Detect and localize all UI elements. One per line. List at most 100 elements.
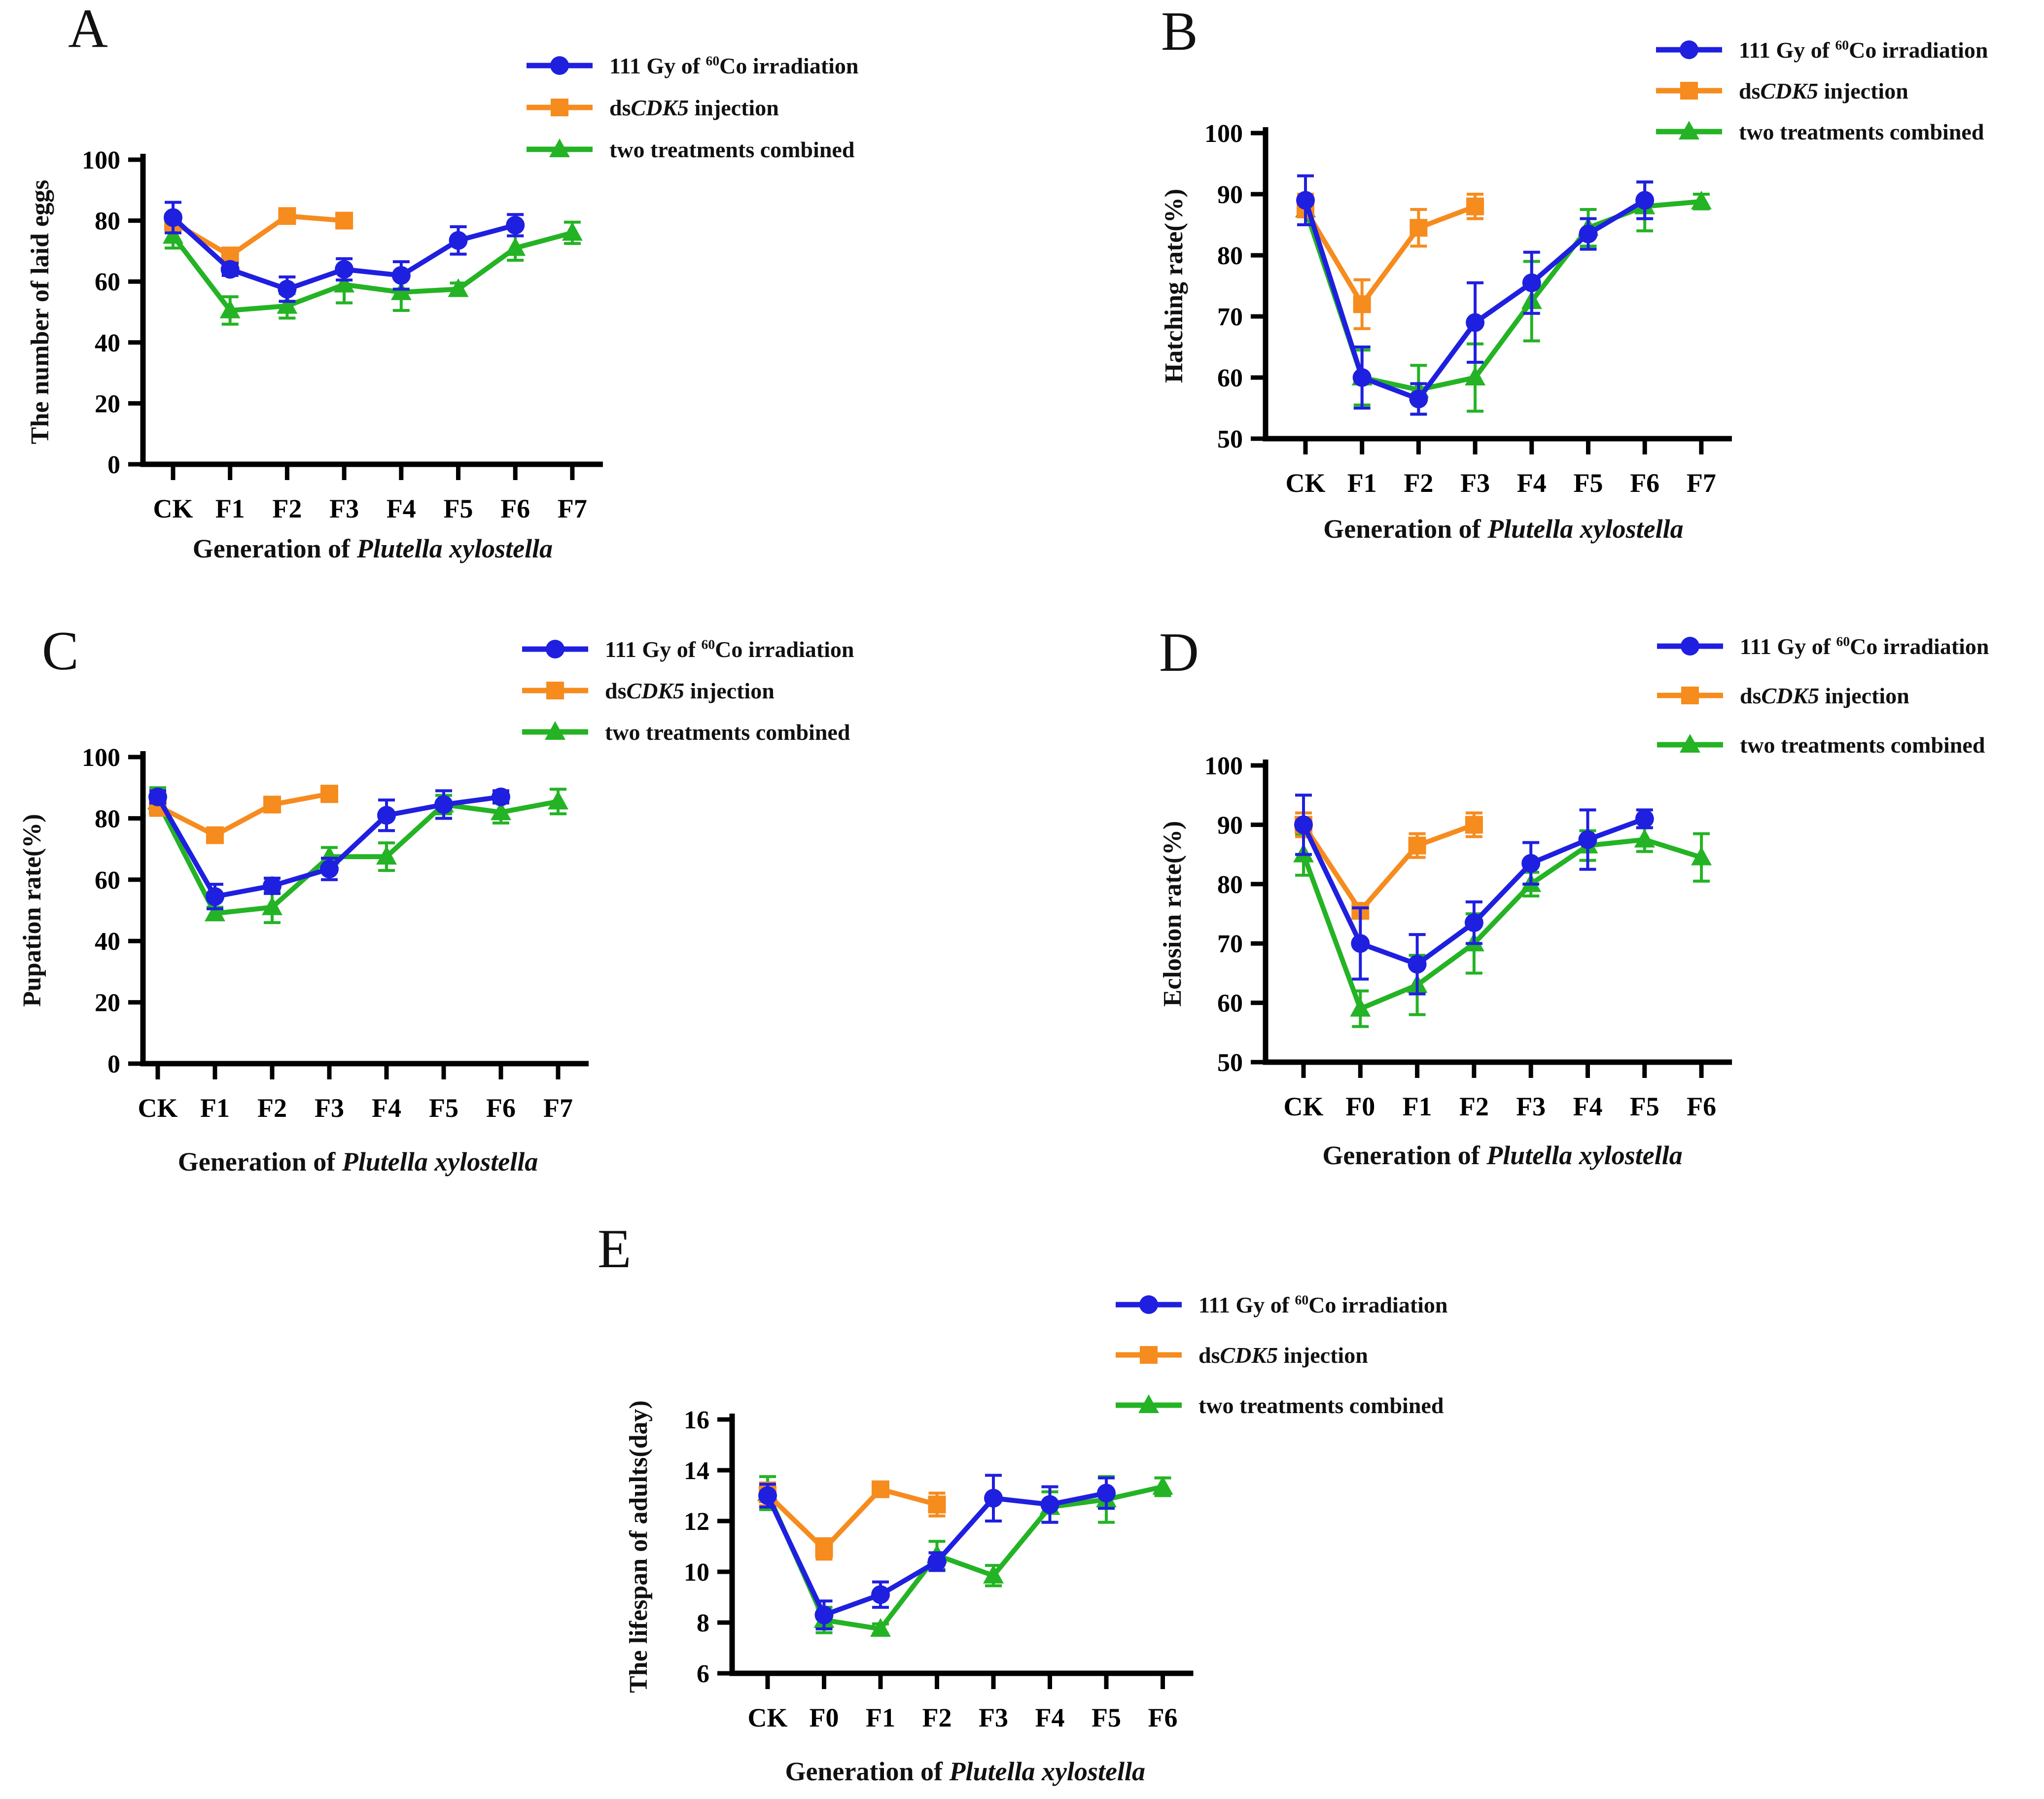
legend-triangle-icon bbox=[1656, 121, 1722, 139]
svg-text:50: 50 bbox=[1217, 425, 1243, 453]
svg-text:F5: F5 bbox=[1574, 468, 1603, 498]
legend-circle-icon bbox=[1657, 637, 1723, 656]
panel-b-label: B bbox=[1161, 1, 1198, 62]
legend-label: dsCDK5 injection bbox=[609, 95, 779, 120]
legend-label: two treatments combined bbox=[1198, 1392, 1444, 1418]
series-111-gy-of-60co-irradiation bbox=[148, 787, 510, 910]
legend-label: two treatments combined bbox=[1740, 732, 1985, 758]
legend-square-icon bbox=[527, 99, 593, 116]
svg-text:F2: F2 bbox=[257, 1093, 287, 1123]
svg-text:F3: F3 bbox=[329, 494, 359, 523]
panel-e-plot: 6 8 10 12 14 16 CK F0 F1 F2 F3 F4 F5 F6 bbox=[684, 1406, 1194, 1732]
svg-text:60: 60 bbox=[1217, 364, 1243, 392]
legend-entry-dscdk5-injection: dsCDK5 injection bbox=[1652, 78, 1988, 104]
svg-text:F3: F3 bbox=[1516, 1092, 1546, 1121]
axes: 0 20 40 60 80 100 CK F1 F2 F3 F4 F5 F6 F7 bbox=[82, 744, 589, 1123]
legend-square-icon bbox=[1116, 1346, 1182, 1364]
legend-entry-111-gy-of-60co-irradiation: 111 Gy of 60Co irradiation bbox=[518, 637, 854, 662]
svg-text:F1: F1 bbox=[1403, 1092, 1432, 1121]
legend-triangle-icon bbox=[1116, 1394, 1182, 1413]
svg-text:50: 50 bbox=[1217, 1049, 1243, 1077]
legend-circle-icon bbox=[527, 56, 593, 75]
svg-text:F3: F3 bbox=[979, 1703, 1008, 1732]
svg-text:20: 20 bbox=[95, 989, 120, 1017]
series-dscdk5-injection bbox=[759, 1480, 946, 1561]
svg-text:20: 20 bbox=[95, 390, 120, 418]
panel-a-plot: 0 20 40 60 80 100 CK F1 F2 F3 F4 F5 F6 F7 bbox=[82, 146, 603, 523]
panel-e-y-axis-title: The lifespan of adults(day) bbox=[625, 1400, 653, 1693]
panel-a: A 111 Gy of 60Co irradiation dsCDK5 injec… bbox=[0, 0, 1022, 606]
svg-text:CK: CK bbox=[153, 494, 193, 523]
svg-text:100: 100 bbox=[1204, 120, 1243, 148]
svg-text:F1: F1 bbox=[866, 1703, 895, 1732]
legend-entry-dscdk5-injection: dsCDK5 injection bbox=[1112, 1343, 1448, 1368]
legend-entry-two-treatments-combined: two treatments combined bbox=[1112, 1393, 1448, 1418]
svg-text:100: 100 bbox=[1204, 752, 1243, 780]
legend-entry-111-gy-of-60co-irradiation: 111 Gy of 60Co irradiation bbox=[523, 53, 859, 78]
legend-entry-dscdk5-injection: dsCDK5 injection bbox=[1653, 683, 1989, 708]
axes: 6 8 10 12 14 16 CK F0 F1 F2 F3 F4 F5 F6 bbox=[684, 1406, 1194, 1732]
svg-text:CK: CK bbox=[1284, 1092, 1324, 1121]
axes: 50 60 70 80 90 100 CK F1 F2 F3 F4 F5 F6 F7 bbox=[1204, 120, 1732, 498]
panel-c-legend: 111 Gy of 60Co irradiation dsCDK5 injecti… bbox=[518, 637, 854, 745]
svg-text:14: 14 bbox=[684, 1457, 709, 1485]
panel-b-legend: 111 Gy of 60Co irradiation dsCDK5 injecti… bbox=[1652, 37, 1988, 144]
panel-d-label: D bbox=[1159, 622, 1199, 683]
panel-d-plot: 50 60 70 80 90 100 CK F0 F1 F2 F3 F4 F5 F6 bbox=[1204, 752, 1732, 1121]
legend-circle-icon bbox=[1656, 40, 1722, 59]
legend-square-icon bbox=[1657, 687, 1723, 704]
axes: 0 20 40 60 80 100 CK F1 F2 F3 F4 F5 F6 F7 bbox=[82, 146, 603, 523]
legend-entry-111-gy-of-60co-irradiation: 111 Gy of 60Co irradiation bbox=[1653, 634, 1989, 659]
panel-e-label: E bbox=[598, 1218, 632, 1280]
svg-text:100: 100 bbox=[82, 744, 120, 772]
svg-text:F5: F5 bbox=[1630, 1092, 1659, 1121]
svg-text:70: 70 bbox=[1217, 303, 1243, 331]
panel-e-x-axis-title: Generation of Plutella xylostella bbox=[785, 1757, 1145, 1786]
panel-a-x-axis-title: Generation of Plutella xylostella bbox=[192, 534, 553, 563]
legend-label: two treatments combined bbox=[609, 137, 855, 162]
svg-text:80: 80 bbox=[1217, 242, 1243, 270]
panel-d-x-axis-title: Generation of Plutella xylostella bbox=[1322, 1141, 1683, 1170]
legend-circle-icon bbox=[1116, 1295, 1182, 1314]
svg-text:F4: F4 bbox=[1573, 1092, 1603, 1121]
panel-c-y-axis-title: Pupation rate(%) bbox=[18, 814, 46, 1007]
legend-entry-two-treatments-combined: two treatments combined bbox=[523, 137, 859, 162]
svg-text:60: 60 bbox=[1217, 990, 1243, 1018]
legend-square-icon bbox=[522, 682, 588, 699]
svg-text:40: 40 bbox=[95, 329, 120, 357]
svg-text:F7: F7 bbox=[1687, 468, 1716, 498]
panel-b-y-axis-title: Hatching rate(%) bbox=[1160, 188, 1188, 383]
panel-c-x-axis-title: Generation of Plutella xylostella bbox=[177, 1147, 538, 1176]
legend-square-icon bbox=[1656, 82, 1722, 100]
svg-text:F2: F2 bbox=[1404, 468, 1433, 498]
series-two-treatments-combined bbox=[1293, 826, 1712, 1028]
legend-entry-two-treatments-combined: two treatments combined bbox=[1652, 119, 1988, 144]
svg-text:F2: F2 bbox=[922, 1703, 952, 1732]
legend-triangle-icon bbox=[1657, 734, 1723, 753]
legend-entry-two-treatments-combined: two treatments combined bbox=[518, 720, 854, 745]
svg-text:F6: F6 bbox=[1630, 468, 1659, 498]
panel-c-plot: 0 20 40 60 80 100 CK F1 F2 F3 F4 F5 F6 F7 bbox=[82, 744, 589, 1123]
series-dscdk5-injection bbox=[1295, 811, 1483, 920]
legend-triangle-icon bbox=[527, 138, 593, 157]
svg-text:0: 0 bbox=[107, 1050, 120, 1078]
svg-text:F6: F6 bbox=[1687, 1092, 1716, 1121]
svg-text:90: 90 bbox=[1217, 811, 1243, 839]
legend-label: 111 Gy of 60Co irradiation bbox=[1739, 37, 1988, 63]
panel-a-legend: 111 Gy of 60Co irradiation dsCDK5 injecti… bbox=[523, 53, 859, 162]
legend-label: dsCDK5 injection bbox=[1739, 78, 1908, 104]
panel-d-y-axis-title: Eclosion rate(%) bbox=[1159, 821, 1187, 1007]
panel-e-legend: 111 Gy of 60Co irradiation dsCDK5 injecti… bbox=[1112, 1292, 1448, 1418]
svg-text:100: 100 bbox=[82, 146, 120, 174]
series-111-gy-of-60co-irradiation bbox=[1296, 174, 1655, 416]
svg-text:80: 80 bbox=[95, 208, 120, 236]
svg-text:F3: F3 bbox=[1460, 468, 1490, 498]
svg-text:CK: CK bbox=[138, 1093, 178, 1123]
svg-text:F1: F1 bbox=[215, 494, 245, 523]
legend-circle-icon bbox=[522, 640, 588, 658]
axes: 50 60 70 80 90 100 CK F0 F1 F2 F3 F4 F5 F6 bbox=[1204, 752, 1732, 1121]
svg-text:CK: CK bbox=[1286, 468, 1326, 498]
svg-text:F5: F5 bbox=[429, 1093, 458, 1123]
svg-text:10: 10 bbox=[684, 1558, 709, 1587]
svg-text:F6: F6 bbox=[500, 494, 530, 523]
